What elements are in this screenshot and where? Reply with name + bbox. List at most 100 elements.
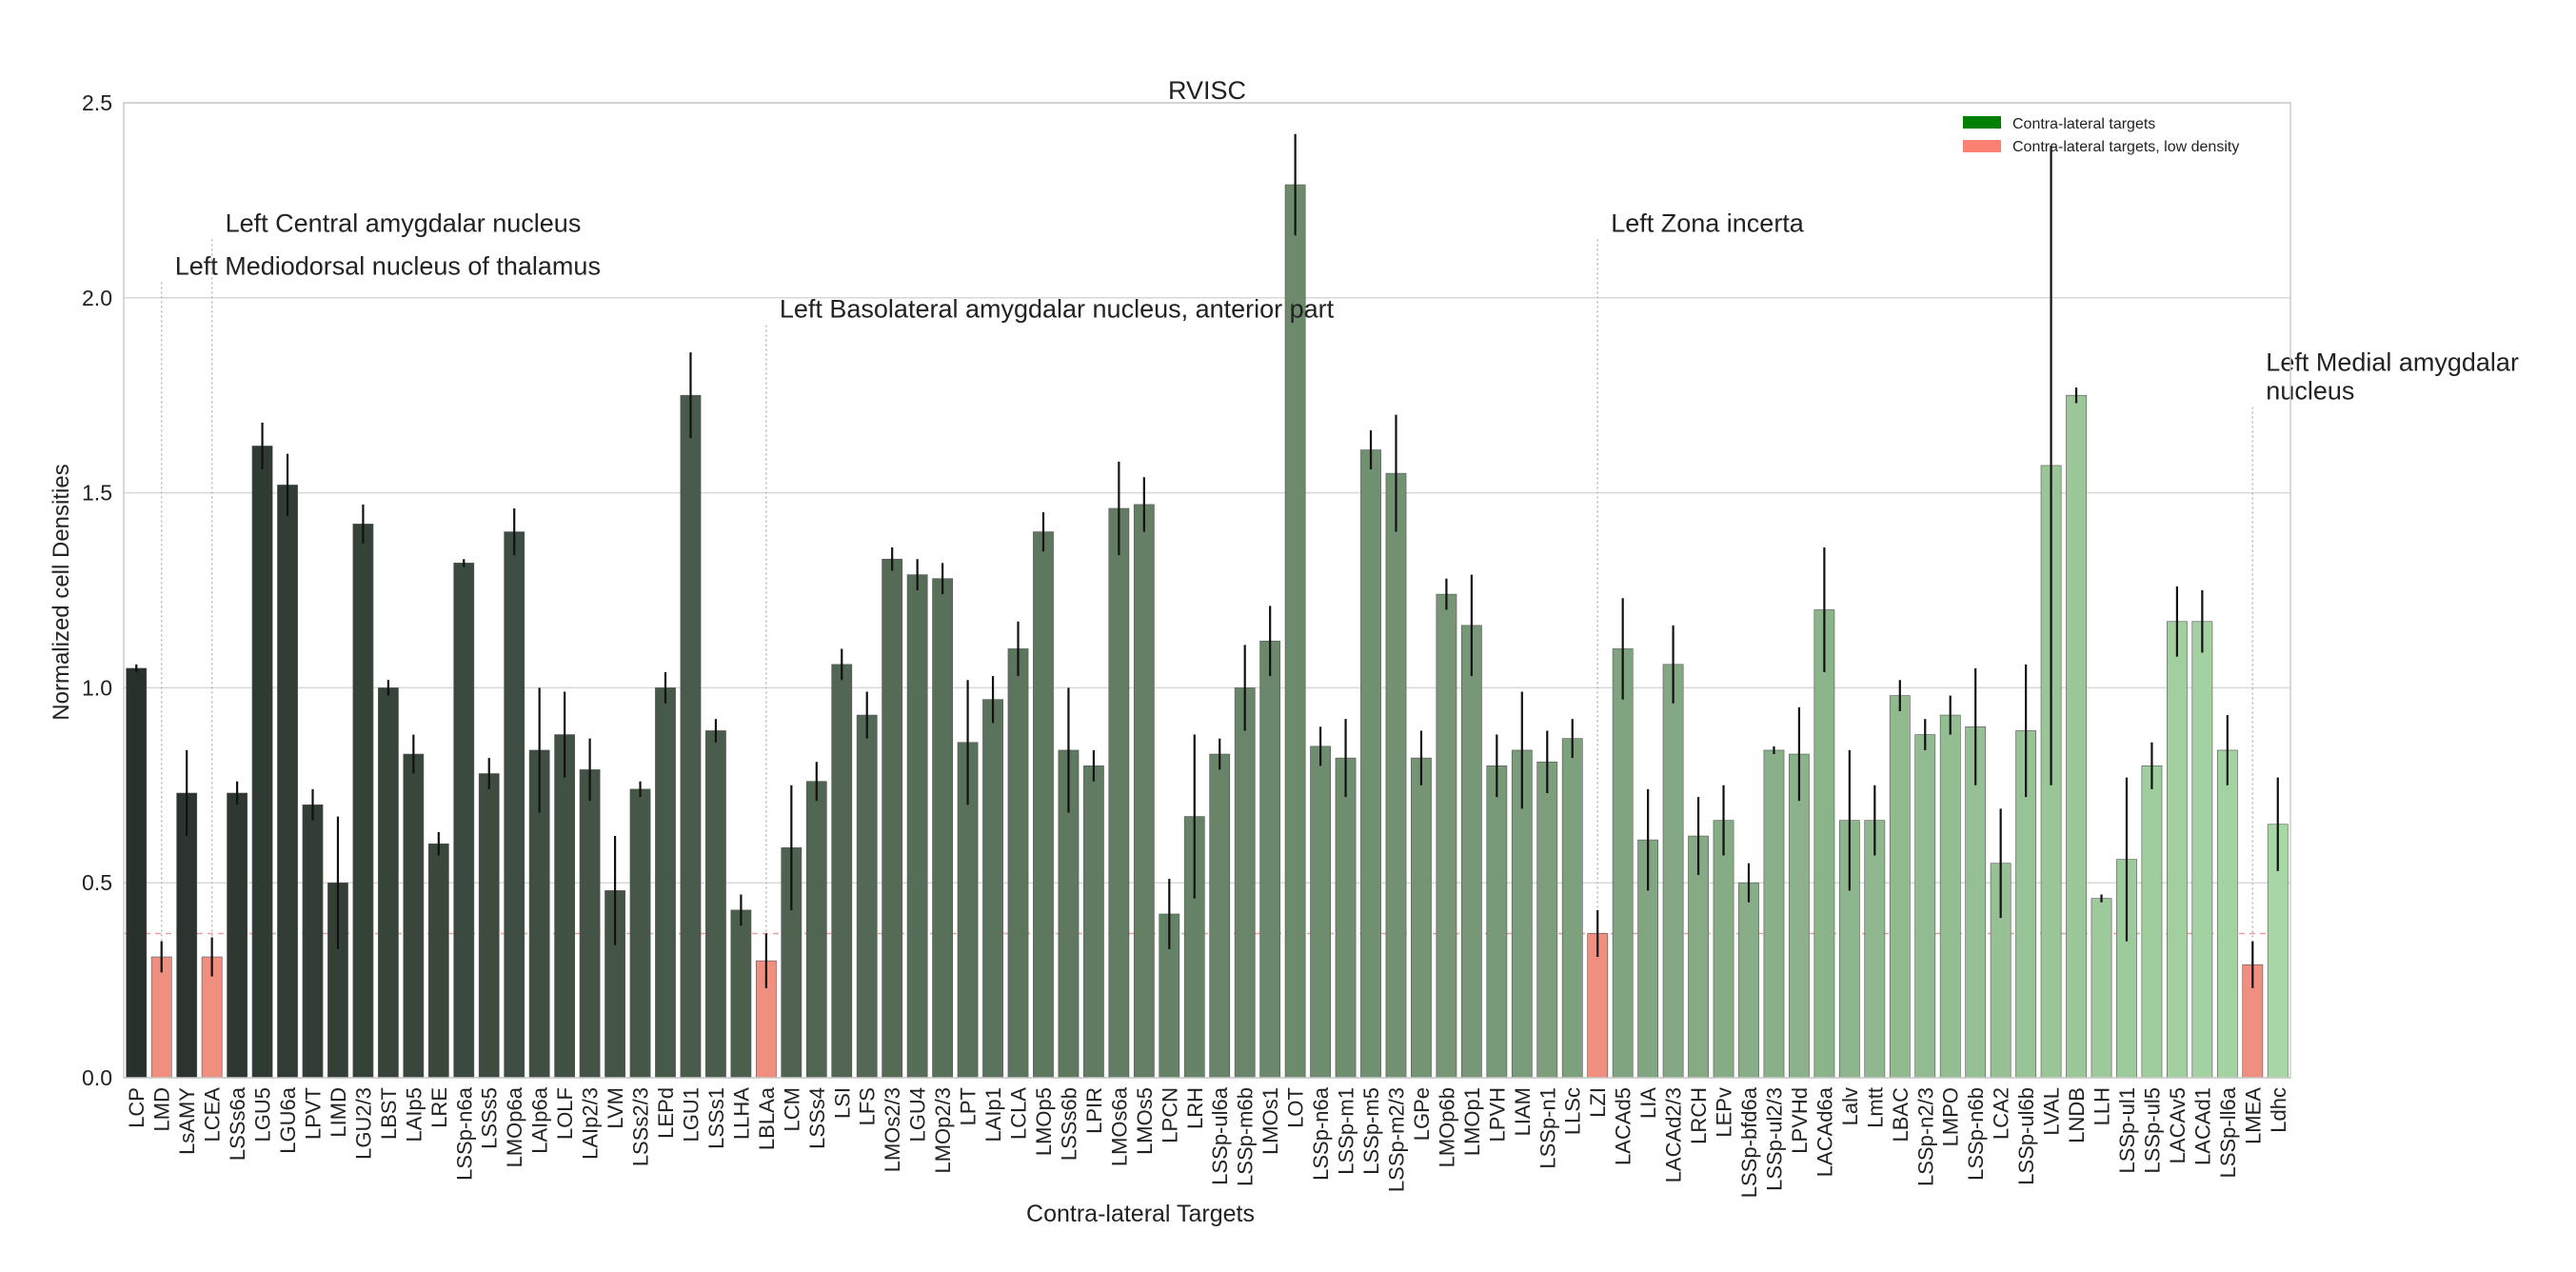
bars-group — [126, 184, 2289, 1079]
bar-LSSp-n6a — [1310, 745, 1331, 1079]
annotation-label: Left Mediodorsal nucleus of thalamus — [175, 251, 601, 280]
x-tick-label: LCLA — [1007, 1087, 1031, 1140]
x-tick-label: LSSp-n2/3 — [1913, 1087, 1937, 1186]
x-tick-label: LRH — [1183, 1087, 1207, 1129]
x-tick-label: LGU4 — [906, 1087, 930, 1142]
bar-LSSp-ul6a — [1209, 753, 1231, 1079]
x-tick-label: LIA — [1636, 1087, 1660, 1119]
annotations-group: Left Mediodorsal nucleus of thalamus Left… — [160, 209, 2519, 942]
bar-LSSp-m1 — [1335, 757, 1357, 1079]
x-tick-label: LACAd2/3 — [1662, 1087, 1686, 1183]
x-tick-label: LSSp-ul2/3 — [1762, 1087, 1786, 1191]
bar-LSSp-bfd6a — [1738, 882, 1759, 1079]
bar-LMOp6a — [504, 531, 525, 1079]
x-tick-label: LPVH — [1485, 1087, 1509, 1142]
bar-LMD — [150, 956, 172, 1079]
x-tick-label: LMOs1 — [1258, 1087, 1282, 1155]
x-tick-label: LPVHd — [1788, 1087, 1812, 1154]
bar-LAIp1 — [982, 699, 1003, 1079]
x-tick-label: LBLAa — [755, 1086, 779, 1150]
x-tick-label: LVM — [604, 1087, 627, 1129]
x-tick-label: LFS — [856, 1087, 880, 1125]
bar-LGU1 — [680, 394, 702, 1079]
bar-LRE — [427, 843, 449, 1079]
bar-LSSp-n2/3 — [1914, 734, 1936, 1079]
x-tick-label: LMOp6b — [1435, 1087, 1458, 1167]
x-tick-label: LSSs6a — [226, 1086, 249, 1161]
x-tick-label: LMPO — [1939, 1087, 1963, 1146]
x-tick-label: LMOs6a — [1107, 1086, 1131, 1166]
bar-LSSp-m6b — [1234, 687, 1256, 1079]
x-tick-label: LSSs1 — [704, 1087, 728, 1149]
x-tick-label: LACAv5 — [2166, 1087, 2190, 1163]
bar-LSI — [831, 664, 853, 1079]
bar-LMOs5 — [1133, 504, 1155, 1079]
x-tick-label: LZI — [1586, 1087, 1610, 1118]
x-tick-label: LMOs2/3 — [881, 1087, 904, 1172]
bar-LNDB — [2066, 394, 2087, 1079]
bar-LCP — [126, 667, 148, 1079]
x-tick-label: LAIp5 — [402, 1087, 426, 1143]
x-tick-label: LGU6a — [276, 1086, 300, 1153]
bar-LOLF — [554, 734, 576, 1079]
legend-swatch-contra — [1963, 116, 2001, 129]
annotation-label: Left Medial amygdalar nucleus — [2266, 348, 2519, 405]
bar-LBST — [377, 687, 399, 1079]
bar-LMOs1 — [1259, 640, 1281, 1079]
x-tick-label: LsAMY — [175, 1087, 199, 1155]
bar-LMPO — [1939, 714, 1961, 1079]
bar-LPVH — [1486, 765, 1508, 1079]
bar-LSSp-m2/3 — [1385, 472, 1407, 1079]
x-tick-label: LAIp1 — [981, 1087, 1005, 1143]
y-tick-label: 1.0 — [82, 675, 112, 700]
x-tick-label: LLSc — [1561, 1087, 1585, 1135]
x-tick-label: LSSp-n6a — [1309, 1086, 1333, 1181]
bar-LAIp5 — [403, 753, 425, 1079]
legend-swatch-low-density — [1963, 140, 2001, 152]
x-tick-label: LACAd1 — [2190, 1087, 2214, 1165]
bar-LACAd2/3 — [1662, 664, 1684, 1079]
bar-LBAC — [1889, 695, 1911, 1079]
x-tick-label: LSSp-m2/3 — [1384, 1087, 1408, 1192]
error-bars-group — [135, 133, 2279, 988]
bar-LSSp-ul2/3 — [1763, 749, 1785, 1079]
bar-LACAv5 — [2167, 621, 2188, 1079]
x-tick-label: LGU2/3 — [351, 1087, 375, 1160]
x-tick-label: LSI — [830, 1087, 854, 1119]
y-tick-label: 2.0 — [82, 286, 112, 310]
bar-LSSs6a — [227, 792, 248, 1079]
bar-LMOp5 — [1033, 531, 1054, 1079]
bar-LSSs2/3 — [629, 788, 651, 1079]
y-tick-label: 1.5 — [82, 481, 112, 506]
legend-label-contra: Contra-lateral targets — [2012, 116, 2155, 132]
bar-LSSs4 — [805, 781, 827, 1079]
x-tick-label: LSSp-n6a — [452, 1086, 476, 1181]
x-tick-label: LGU1 — [679, 1087, 703, 1142]
bar-LGU4 — [906, 574, 928, 1079]
bar-LSSs5 — [478, 773, 500, 1079]
x-axis-label: Contra-lateral Targets — [1026, 1201, 1255, 1227]
x-tick-label: LLH — [2091, 1087, 2114, 1125]
bar-LMOs6a — [1108, 507, 1130, 1079]
x-axis-ticks: LCP LMD LsAMY LCEA LSSs6a LGU5 LGU6a LPVT LIMD LG… — [125, 1086, 2290, 1198]
bar-LMOs2/3 — [882, 558, 903, 1079]
bar-LEPd — [655, 687, 676, 1079]
x-tick-label: LVAL — [2040, 1087, 2064, 1136]
x-tick-label: Lalv — [1838, 1087, 1862, 1125]
bar-LGU5 — [251, 446, 273, 1079]
bar-LEPv — [1713, 820, 1734, 1079]
x-tick-label: LSSp-ul5 — [2140, 1087, 2164, 1174]
x-tick-label: LSSp-ul6a — [1208, 1086, 1232, 1185]
plot-frame — [123, 102, 2291, 1079]
x-tick-label: LEPv — [1713, 1087, 1736, 1138]
x-tick-label: LCM — [780, 1087, 803, 1131]
x-tick-label: LMOp6a — [503, 1086, 526, 1167]
bar-LCLA — [1007, 648, 1029, 1079]
bar-LSSp-n1 — [1536, 761, 1558, 1079]
x-tick-label: LGPe — [1410, 1087, 1434, 1141]
x-tick-label: LEPd — [654, 1087, 678, 1139]
annotation-label: Left Zona incerta — [1611, 209, 1805, 237]
bar-LSSs1 — [705, 730, 726, 1079]
legend: Contra-lateral targets Contra-lateral ta… — [1963, 116, 2239, 155]
bar-LFS — [856, 714, 878, 1079]
